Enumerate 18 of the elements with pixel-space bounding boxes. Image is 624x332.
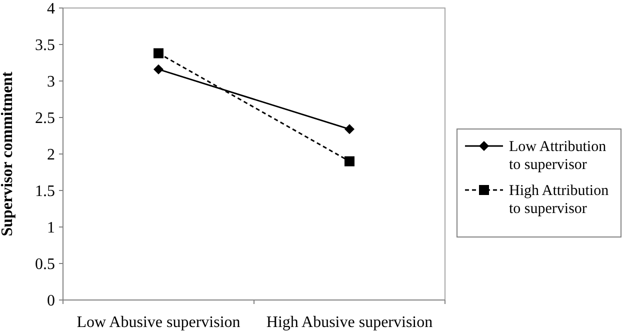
point	[344, 124, 354, 134]
legend-label: Low Attribution to supervisor	[509, 139, 607, 173]
y-tick-label: 0	[47, 292, 55, 310]
y-axis-title: Supervisor commitment	[0, 71, 16, 236]
point	[154, 48, 164, 58]
y-tick-label: 1.5	[35, 183, 55, 200]
y-tick-label: 3.5	[35, 37, 55, 54]
legend-label: High Attribution to supervisor	[509, 183, 610, 217]
point	[344, 156, 354, 166]
y-tick-label: 2.5	[35, 110, 55, 128]
x-tick-label: Low Abusive supervision	[76, 314, 240, 331]
y-tick-label: 2	[47, 146, 55, 164]
x-tick-label: High Abusive supervision	[266, 314, 433, 331]
y-tick-label: 3	[47, 74, 55, 91]
y-tick-label: 1	[47, 220, 55, 237]
y-tick-label: 4	[47, 0, 55, 18]
y-tick-label: 0.5	[35, 256, 55, 274]
point	[154, 64, 164, 74]
